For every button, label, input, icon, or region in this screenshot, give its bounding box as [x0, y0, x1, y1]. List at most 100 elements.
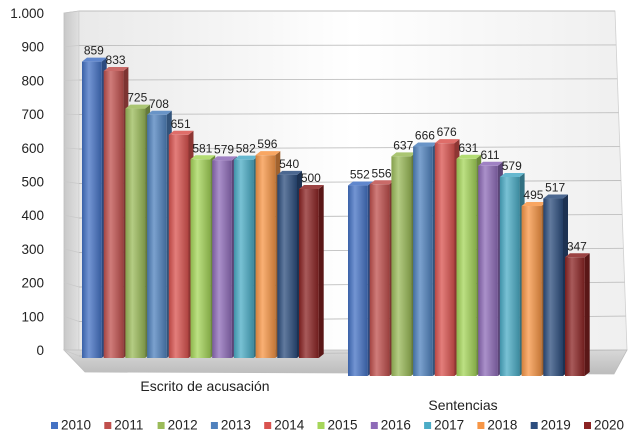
- legend-label: 2019: [541, 418, 571, 433]
- y-tick-label: 100: [21, 309, 44, 324]
- bar-front: [522, 206, 542, 376]
- legend-swatch: [318, 422, 325, 429]
- data-label: 676: [437, 125, 457, 139]
- bar-front: [457, 159, 477, 376]
- bar: [565, 253, 590, 376]
- bar: [169, 131, 194, 358]
- bar-front: [543, 199, 563, 376]
- y-tick-label: 600: [21, 141, 44, 156]
- bar-front: [256, 155, 276, 358]
- bar: [212, 156, 237, 358]
- legend-label: 2011: [114, 418, 143, 433]
- y-tick-label: 400: [21, 208, 44, 223]
- legend-swatch: [371, 422, 378, 429]
- data-label: 637: [393, 138, 413, 152]
- y-tick-label: 200: [21, 276, 44, 291]
- legend-swatch: [424, 422, 431, 429]
- bar: [125, 105, 150, 358]
- bar-front: [299, 189, 319, 358]
- bar-front: [435, 143, 455, 376]
- bar-front: [212, 160, 232, 358]
- bar: [191, 155, 216, 358]
- bar: [277, 171, 302, 358]
- bar-front: [234, 160, 254, 358]
- legend-swatch: [584, 422, 591, 429]
- bar-front: [348, 186, 368, 376]
- data-label: 708: [149, 97, 169, 111]
- data-label: 859: [84, 44, 104, 58]
- data-label: 579: [214, 142, 234, 156]
- bar-front: [277, 175, 297, 358]
- data-label: 725: [127, 91, 147, 105]
- bar: [435, 139, 460, 376]
- bar-front: [104, 71, 124, 358]
- bar: [299, 185, 324, 358]
- legend-swatch: [211, 422, 218, 429]
- data-label: 582: [236, 142, 256, 156]
- legend: 2010 2011 2012 2013 2014 2015 2016 2017 2018 2019…: [51, 418, 624, 433]
- y-tick-label: 700: [21, 107, 44, 122]
- legend-swatch: [264, 422, 271, 429]
- legend-label: 2013: [221, 418, 251, 433]
- gridline: [79, 45, 616, 46]
- bar-front: [125, 109, 145, 358]
- legend-item: 2013: [211, 418, 251, 433]
- legend-item: 2020: [584, 418, 624, 433]
- legend-item: 2016: [371, 418, 411, 433]
- legend-item: 2017: [424, 418, 464, 433]
- bar: [500, 173, 525, 376]
- legend-swatch: [51, 422, 58, 429]
- legend-swatch: [477, 422, 484, 429]
- bar-front: [478, 166, 498, 376]
- bar: [543, 195, 568, 376]
- legend-label: 2018: [487, 418, 517, 433]
- data-label: 611: [480, 148, 499, 162]
- legend-item: 2010: [51, 418, 91, 433]
- legend-label: 2017: [434, 418, 464, 433]
- legend-item: 2019: [531, 418, 571, 433]
- legend-item: 2014: [264, 418, 305, 433]
- bar-front: [500, 177, 520, 376]
- bar-front: [147, 115, 167, 358]
- legend-label: 2014: [274, 418, 305, 433]
- legend-item: 2011: [104, 418, 143, 433]
- legend-label: 2010: [61, 418, 91, 433]
- bar: [391, 152, 416, 376]
- bar: [147, 111, 172, 358]
- legend-swatch: [531, 422, 538, 429]
- bar-front: [169, 135, 189, 358]
- bar-front: [82, 62, 102, 358]
- bar: [413, 143, 438, 376]
- data-label: 833: [106, 53, 126, 67]
- data-label: 495: [523, 188, 543, 202]
- data-label: 581: [192, 141, 212, 155]
- y-tick-label: 800: [21, 73, 44, 88]
- data-label: 666: [415, 129, 435, 143]
- bar-front: [565, 257, 585, 376]
- data-label: 631: [458, 141, 478, 155]
- bar: [104, 67, 129, 358]
- legend-label: 2016: [381, 418, 411, 433]
- bar: [256, 151, 281, 358]
- bar-side: [585, 253, 590, 376]
- legend-swatch: [104, 422, 111, 429]
- bar: [478, 162, 503, 376]
- bar: [457, 155, 482, 376]
- bar: [370, 180, 395, 376]
- legend-item: 2012: [158, 418, 198, 433]
- x-category-label: Sentencias: [428, 397, 497, 413]
- bar-front: [391, 156, 411, 376]
- data-label: 556: [372, 166, 392, 180]
- legend-item: 2015: [318, 418, 358, 433]
- data-label: 552: [350, 168, 370, 182]
- bar-front: [191, 159, 211, 358]
- bar-front: [370, 184, 390, 376]
- data-label: 540: [279, 157, 299, 171]
- bar: [82, 58, 107, 358]
- data-label: 596: [257, 137, 277, 151]
- bar-front: [413, 147, 433, 376]
